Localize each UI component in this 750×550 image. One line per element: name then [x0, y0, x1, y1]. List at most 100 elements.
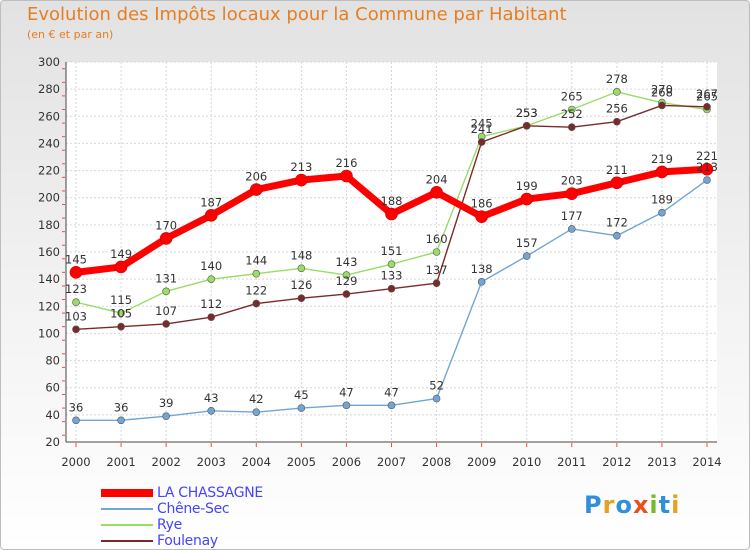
- data-label: 52: [429, 379, 444, 393]
- data-label: 206: [245, 170, 267, 184]
- data-point: [342, 290, 351, 298]
- data-point: [387, 284, 396, 293]
- data-point: [117, 322, 125, 331]
- data-point: [700, 162, 714, 176]
- data-point: [655, 165, 669, 179]
- x-tick-label: 2004: [242, 455, 271, 469]
- data-point: [297, 264, 306, 273]
- data-point: [477, 138, 486, 146]
- data-label: 187: [200, 195, 222, 209]
- data-labels: 36 36 39 43 42 45 47 47 52 138 157 177 172 189 213 123 1…: [65, 72, 718, 414]
- data-point: [522, 121, 531, 130]
- data-label: 213: [290, 160, 312, 174]
- data-point: [249, 183, 263, 196]
- data-point: [162, 412, 170, 421]
- data-label: 115: [110, 293, 132, 307]
- x-tick-label: 2000: [61, 455, 90, 469]
- y-tick-label: 200: [38, 191, 60, 205]
- data-point: [297, 294, 306, 302]
- data-label: 149: [110, 247, 132, 261]
- data-point: [297, 404, 306, 412]
- data-point: [162, 287, 170, 296]
- data-label: 133: [381, 269, 403, 283]
- data-point: [117, 309, 125, 317]
- data-label: 122: [245, 284, 267, 298]
- data-point: [703, 102, 711, 111]
- y-tick-label: 240: [38, 136, 60, 150]
- data-label: 256: [606, 102, 628, 116]
- data-label: 253: [516, 106, 538, 120]
- y-tick-label: 260: [38, 109, 60, 123]
- data-label: 252: [561, 107, 583, 121]
- data-point: [207, 406, 216, 415]
- data-point: [72, 416, 80, 425]
- data-point: [162, 320, 170, 328]
- y-tick-label: 120: [38, 299, 60, 313]
- data-point: [658, 208, 666, 217]
- data-label: 47: [339, 385, 354, 399]
- x-tick-label: 2010: [512, 455, 541, 469]
- data-point: [613, 231, 621, 240]
- y-tick-label: 60: [45, 381, 60, 395]
- data-point: [252, 269, 261, 278]
- data-label: 36: [114, 400, 129, 414]
- legend-label: LA CHASSAGNE: [157, 485, 263, 501]
- data-label: 267: [696, 87, 718, 101]
- data-label: 199: [516, 179, 538, 193]
- data-label: 151: [381, 244, 403, 258]
- data-label: 129: [335, 274, 357, 288]
- data-point: [565, 187, 579, 200]
- data-label: 126: [290, 278, 312, 292]
- data-label: 245: [471, 117, 493, 131]
- data-label: 47: [384, 385, 399, 399]
- data-label: 270: [651, 83, 673, 97]
- data-point: [475, 210, 488, 224]
- data-point: [385, 207, 398, 221]
- data-label: 137: [426, 263, 448, 277]
- data-point: [613, 117, 621, 126]
- data-point: [72, 298, 80, 307]
- data-label: 265: [696, 90, 718, 104]
- data-label: 131: [155, 271, 177, 285]
- data-label: 189: [651, 193, 673, 207]
- y-tick-label: 180: [38, 218, 60, 232]
- data-point: [432, 248, 441, 256]
- data-label: 265: [561, 90, 583, 104]
- data-label: 112: [200, 297, 222, 311]
- data-label: 186: [471, 197, 493, 211]
- data-label: 268: [651, 85, 673, 99]
- data-label: 253: [516, 106, 538, 120]
- data-point: [477, 278, 486, 286]
- y-tick-label: 220: [38, 164, 60, 178]
- chart-title: Evolution des Impôts locaux pour la Comm…: [27, 4, 567, 25]
- data-label: 144: [245, 254, 267, 268]
- data-label: 204: [426, 172, 448, 186]
- data-point: [567, 123, 576, 131]
- legend-label: Rye: [157, 517, 182, 533]
- data-label: 107: [155, 304, 177, 318]
- data-label: 221: [696, 149, 718, 163]
- data-label: 157: [516, 236, 538, 250]
- x-tick-label: 2001: [106, 455, 135, 469]
- data-point: [567, 105, 576, 114]
- data-point: [340, 169, 353, 183]
- data-label: 241: [471, 122, 493, 136]
- axes: [62, 62, 717, 447]
- data-label: 140: [200, 259, 222, 273]
- data-point: [432, 279, 441, 288]
- y-tick-label: 40: [45, 408, 60, 422]
- x-tick-label: 2005: [287, 455, 316, 469]
- x-axis-ticks: 2000 2001 2002 2003 2004 2005 2006 2007 2008 2009…: [61, 455, 721, 469]
- data-label: 278: [606, 72, 628, 86]
- data-label: 219: [651, 152, 673, 166]
- data-label: 123: [65, 282, 87, 296]
- data-label: 145: [65, 252, 87, 266]
- data-point: [207, 275, 216, 283]
- legend-label: Foulenay: [157, 533, 218, 549]
- data-point: [204, 209, 218, 222]
- data-point: [613, 88, 621, 96]
- data-point: [207, 313, 216, 321]
- data-point: [295, 173, 308, 187]
